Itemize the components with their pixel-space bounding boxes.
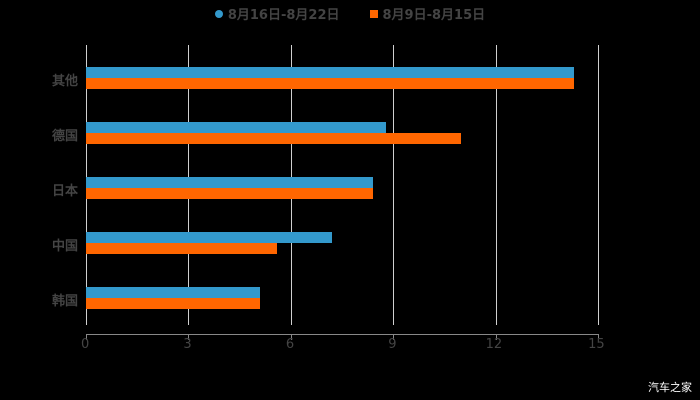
x-axis: [86, 334, 599, 335]
legend-label: 8月16日-8月22日: [227, 8, 340, 23]
x-tick-label: 15: [588, 337, 605, 352]
square-marker-icon: [369, 9, 378, 18]
gridline: [495, 45, 497, 325]
legend: 8月16日-8月22日 8月9日-8月15日: [0, 4, 700, 23]
x-tick: [188, 334, 190, 340]
x-tick-label: 6: [285, 337, 295, 352]
x-tick: [393, 334, 395, 340]
legend-item-series-1[interactable]: 8月16日-8月22日: [214, 4, 340, 23]
x-tick-label: 3: [183, 337, 192, 352]
x-tick: [495, 334, 497, 340]
category-label: 德国: [51, 129, 78, 144]
bar[interactable]: [86, 298, 261, 309]
circle-marker-icon: [214, 9, 223, 18]
bar[interactable]: [86, 133, 462, 144]
legend-label: 8月9日-8月15日: [382, 8, 486, 23]
bar[interactable]: [86, 287, 261, 298]
bar[interactable]: [86, 67, 575, 78]
x-tick: [598, 334, 599, 340]
x-tick: [290, 334, 292, 340]
bar[interactable]: [86, 188, 373, 199]
category-label: 韩国: [51, 294, 78, 309]
bar[interactable]: [86, 78, 575, 89]
watermark: 汽车之家: [648, 381, 692, 394]
x-tick-label: 0: [81, 337, 90, 352]
bar[interactable]: [86, 122, 387, 133]
category-label: 日本: [51, 184, 78, 199]
x-tick-label: 12: [485, 337, 503, 352]
category-label: 中国: [51, 239, 78, 254]
gridline: [598, 45, 599, 325]
x-tick: [86, 334, 87, 340]
category-label: 其他: [51, 74, 78, 89]
bar[interactable]: [86, 243, 278, 254]
legend-item-series-2[interactable]: 8月9日-8月15日: [369, 4, 486, 23]
bar[interactable]: [86, 177, 373, 188]
x-tick-label: 9: [388, 337, 397, 352]
bar[interactable]: [86, 232, 332, 243]
gridline: [393, 45, 395, 325]
